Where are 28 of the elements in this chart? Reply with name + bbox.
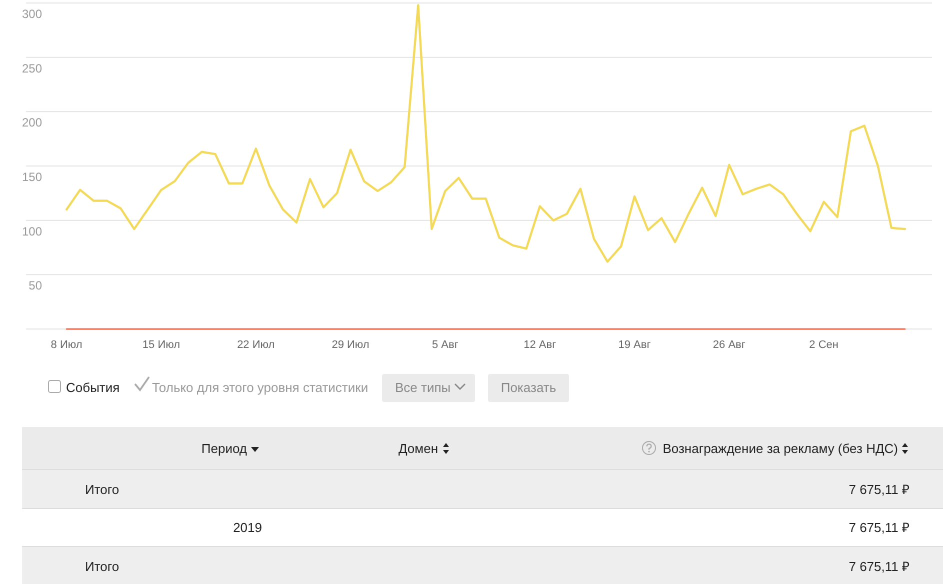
text: Вознаграждение за рекламу (без НДС): [662, 441, 898, 456]
x-tick-label: 8 Июл: [50, 339, 82, 351]
text: 7 675,11 ₽: [848, 520, 910, 535]
text: Итого: [85, 559, 120, 574]
text: 2019: [233, 520, 262, 535]
x-tick-label: 2 Сен: [809, 339, 838, 351]
text: 7 675,11 ₽: [848, 559, 910, 574]
y-tick-label: 300: [22, 7, 42, 21]
text: Итого: [85, 482, 120, 497]
y-tick-label: 100: [22, 224, 42, 238]
x-tick-label: 29 Июл: [332, 339, 370, 351]
text: Домен: [398, 441, 438, 456]
text: Все типы: [395, 380, 451, 395]
x-tick-label: 22 Июл: [237, 339, 275, 351]
x-tick-label: 26 Авг: [712, 339, 746, 351]
x-tick-label: 19 Авг: [618, 339, 651, 351]
x-tick-label: 12 Авг: [524, 339, 556, 351]
x-tick-label: 5 Авг: [432, 339, 458, 351]
text: Период: [201, 441, 248, 456]
text: 7 675,11 ₽: [848, 482, 910, 497]
text: События: [66, 380, 120, 395]
text: Показать: [500, 380, 556, 395]
y-tick-label: 250: [22, 61, 42, 76]
y-tick-label: 50: [28, 278, 42, 293]
x-tick-label: 15 Июл: [142, 339, 180, 351]
y-tick-label: 200: [22, 116, 42, 130]
y-tick-label: 150: [22, 170, 42, 184]
text: Только для этого уровня статистики: [152, 380, 368, 395]
